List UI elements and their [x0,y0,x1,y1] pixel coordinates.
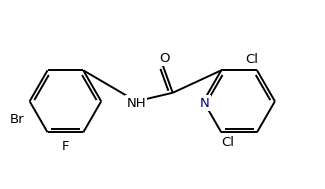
Text: Cl: Cl [245,53,258,66]
Text: O: O [159,52,169,65]
Text: N: N [200,97,210,109]
Text: F: F [62,140,69,153]
Text: Br: Br [10,113,25,126]
Text: Cl: Cl [222,136,235,149]
Text: NH: NH [126,97,146,109]
